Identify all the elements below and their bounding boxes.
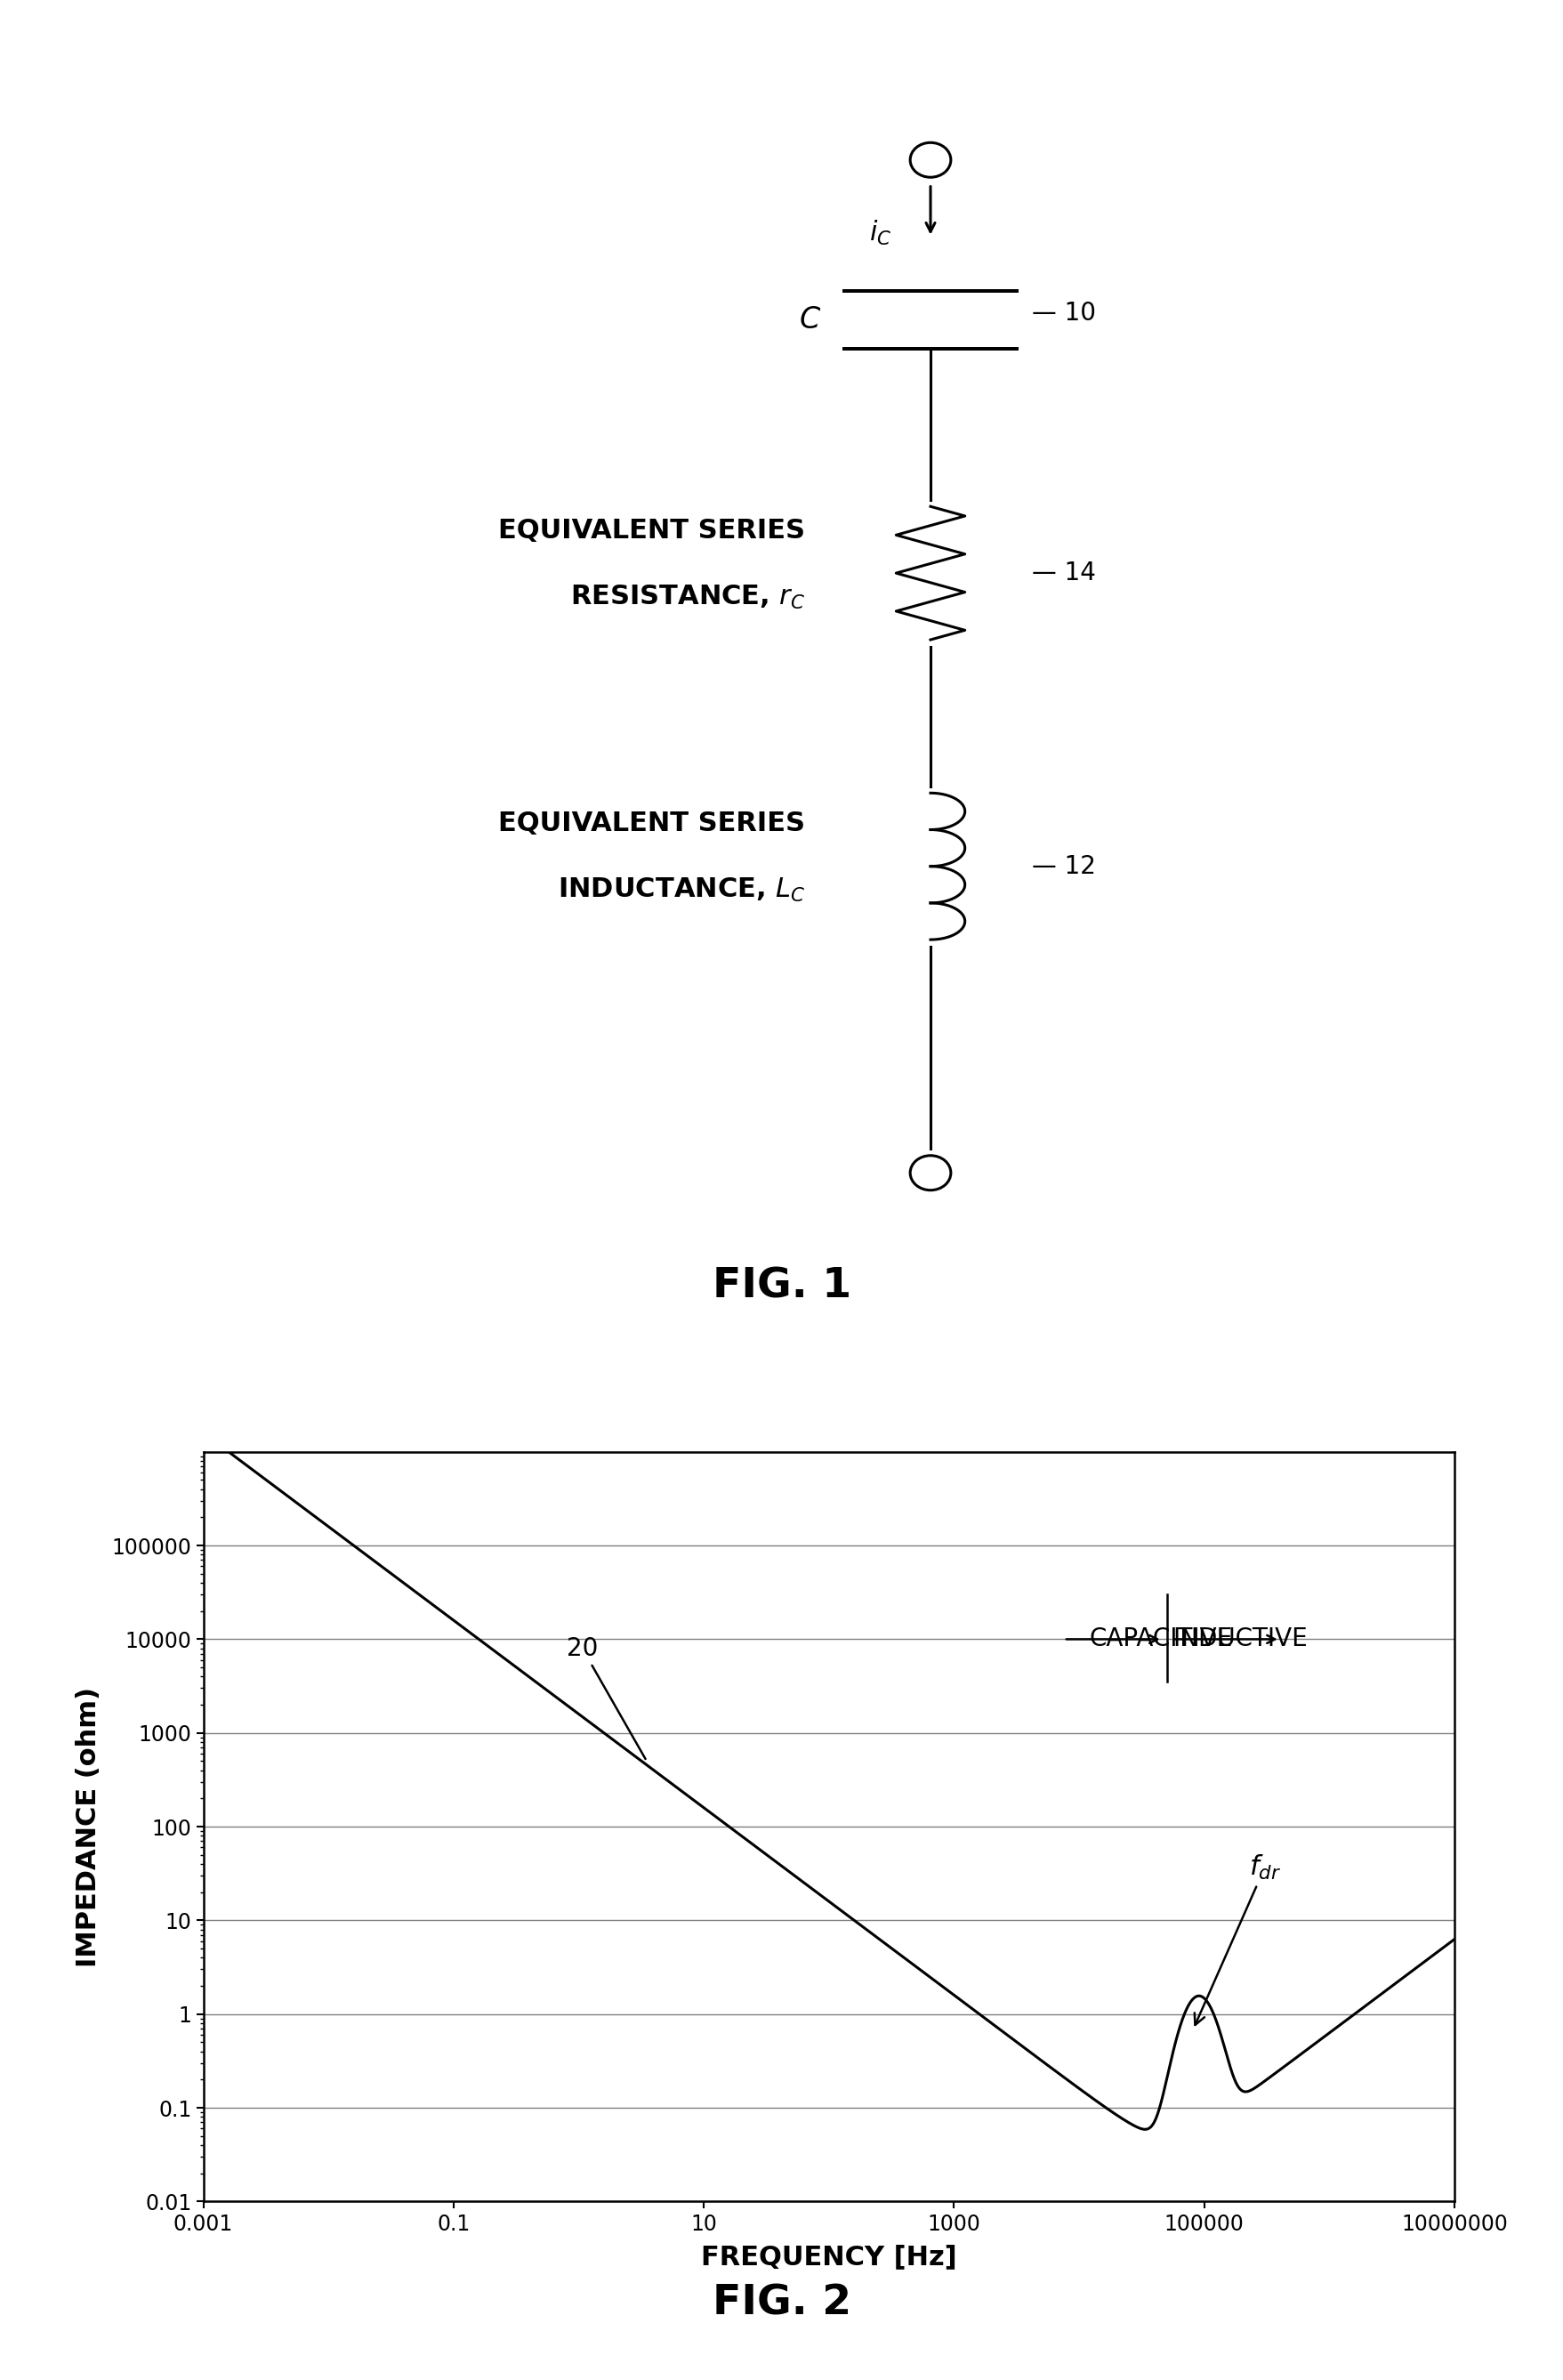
Text: FIG. 2: FIG. 2	[713, 2285, 850, 2323]
X-axis label: FREQUENCY [Hz]: FREQUENCY [Hz]	[700, 2244, 957, 2271]
Text: — 12: — 12	[1032, 854, 1096, 878]
Text: EQUIVALENT SERIES: EQUIVALENT SERIES	[499, 516, 805, 543]
Text: $C$: $C$	[799, 305, 821, 336]
Text: 20: 20	[566, 1635, 646, 1759]
Text: FIG. 1: FIG. 1	[713, 1266, 850, 1307]
Text: CAPACITIVE: CAPACITIVE	[1089, 1628, 1232, 1652]
Text: $f_{dr}$: $f_{dr}$	[1194, 1854, 1280, 2025]
Text: — 14: — 14	[1032, 562, 1096, 585]
Text: — 10: — 10	[1032, 300, 1096, 326]
Text: INDUCTANCE, $L_C$: INDUCTANCE, $L_C$	[558, 876, 805, 904]
Text: INDUCTIVE: INDUCTIVE	[1172, 1628, 1307, 1652]
Text: EQUIVALENT SERIES: EQUIVALENT SERIES	[499, 812, 805, 838]
Text: RESISTANCE, $r_C$: RESISTANCE, $r_C$	[570, 583, 805, 612]
Text: $i_C$: $i_C$	[869, 219, 891, 248]
Y-axis label: IMPEDANCE (ohm): IMPEDANCE (ohm)	[77, 1687, 102, 1966]
